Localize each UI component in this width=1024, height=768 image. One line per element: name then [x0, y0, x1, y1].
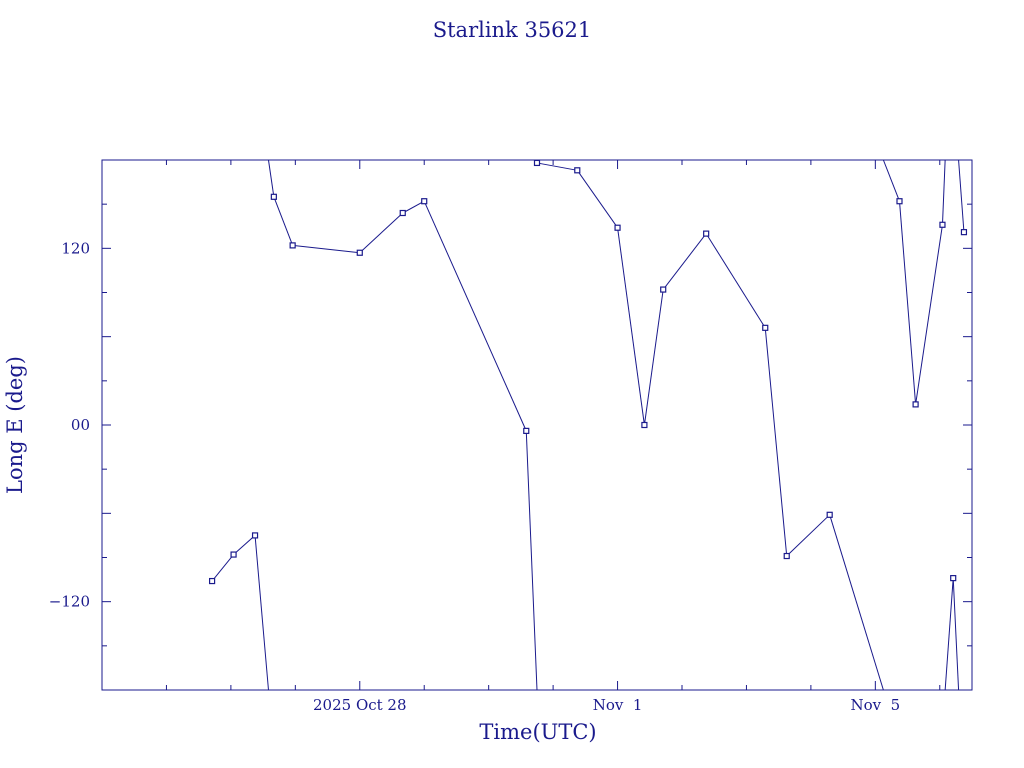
- data-point: [208, 577, 216, 585]
- y-tick-label: 00: [71, 416, 90, 434]
- series-line-segment: [402, 200, 425, 214]
- plot-frame: [101, 159, 973, 691]
- series-line-segment: [764, 327, 788, 557]
- x-axis-title: Time(UTC): [479, 720, 596, 744]
- data-point: [523, 427, 530, 434]
- data-point: [421, 198, 428, 205]
- data-point: [783, 552, 790, 560]
- series-line-segment: [292, 244, 360, 254]
- data-point: [912, 401, 919, 408]
- series-wrap-segment: [952, 578, 960, 691]
- data-point: [762, 324, 769, 331]
- plot-area: 120 00 −120 2025 Oct 28 Nov 1 Nov 5: [49, 159, 973, 714]
- series-line-segment: [233, 535, 256, 555]
- data-point: [939, 221, 946, 228]
- series-wrap-segment: [941, 159, 946, 225]
- data-point: [960, 229, 968, 236]
- data-point: [826, 511, 833, 518]
- data-point: [641, 421, 648, 429]
- data-point: [896, 198, 903, 205]
- series-line-segment: [899, 201, 917, 405]
- series-line-segment: [576, 170, 618, 229]
- y-axis-title: Long E (deg): [3, 356, 27, 494]
- data-point: [614, 224, 621, 231]
- series-wrap-segment: [829, 514, 884, 691]
- series-line-segment: [617, 227, 645, 426]
- data-point: [533, 159, 541, 167]
- series-wrap-segment: [254, 535, 269, 691]
- series-line-segment: [211, 554, 234, 582]
- series-wrap-segment: [944, 578, 954, 691]
- series-line-segment: [359, 212, 404, 254]
- x-tick-label: Nov 1: [593, 696, 643, 714]
- series-line-segment: [705, 233, 766, 329]
- data-point: [289, 242, 296, 249]
- series-wrap-segment: [267, 159, 275, 197]
- series-line-segment: [273, 196, 294, 246]
- series-wrap-segment: [525, 430, 538, 691]
- data-point: [356, 249, 363, 256]
- y-tick-label: 120: [61, 239, 90, 257]
- data-point: [950, 575, 957, 582]
- data-point: [230, 551, 237, 558]
- y-tick-label: −120: [49, 593, 90, 611]
- series-wrap-segment: [882, 159, 900, 202]
- series-line-segment: [536, 162, 578, 171]
- series-line-segment: [643, 289, 664, 426]
- series-line-segment: [915, 224, 943, 405]
- chart-title: Starlink 35621: [433, 18, 592, 42]
- data-point: [399, 209, 406, 217]
- series-line-segment: [662, 233, 707, 290]
- data-point: [270, 193, 277, 200]
- series-line-segment: [786, 514, 831, 557]
- series-wrap-segment: [958, 159, 965, 233]
- x-tick-label: 2025 Oct 28: [313, 696, 407, 714]
- x-tick-label: Nov 5: [850, 696, 900, 714]
- series-line-segment: [423, 201, 527, 432]
- data-point: [251, 532, 259, 539]
- data-point: [660, 286, 667, 293]
- data-point: [703, 230, 710, 237]
- data-point: [574, 167, 581, 174]
